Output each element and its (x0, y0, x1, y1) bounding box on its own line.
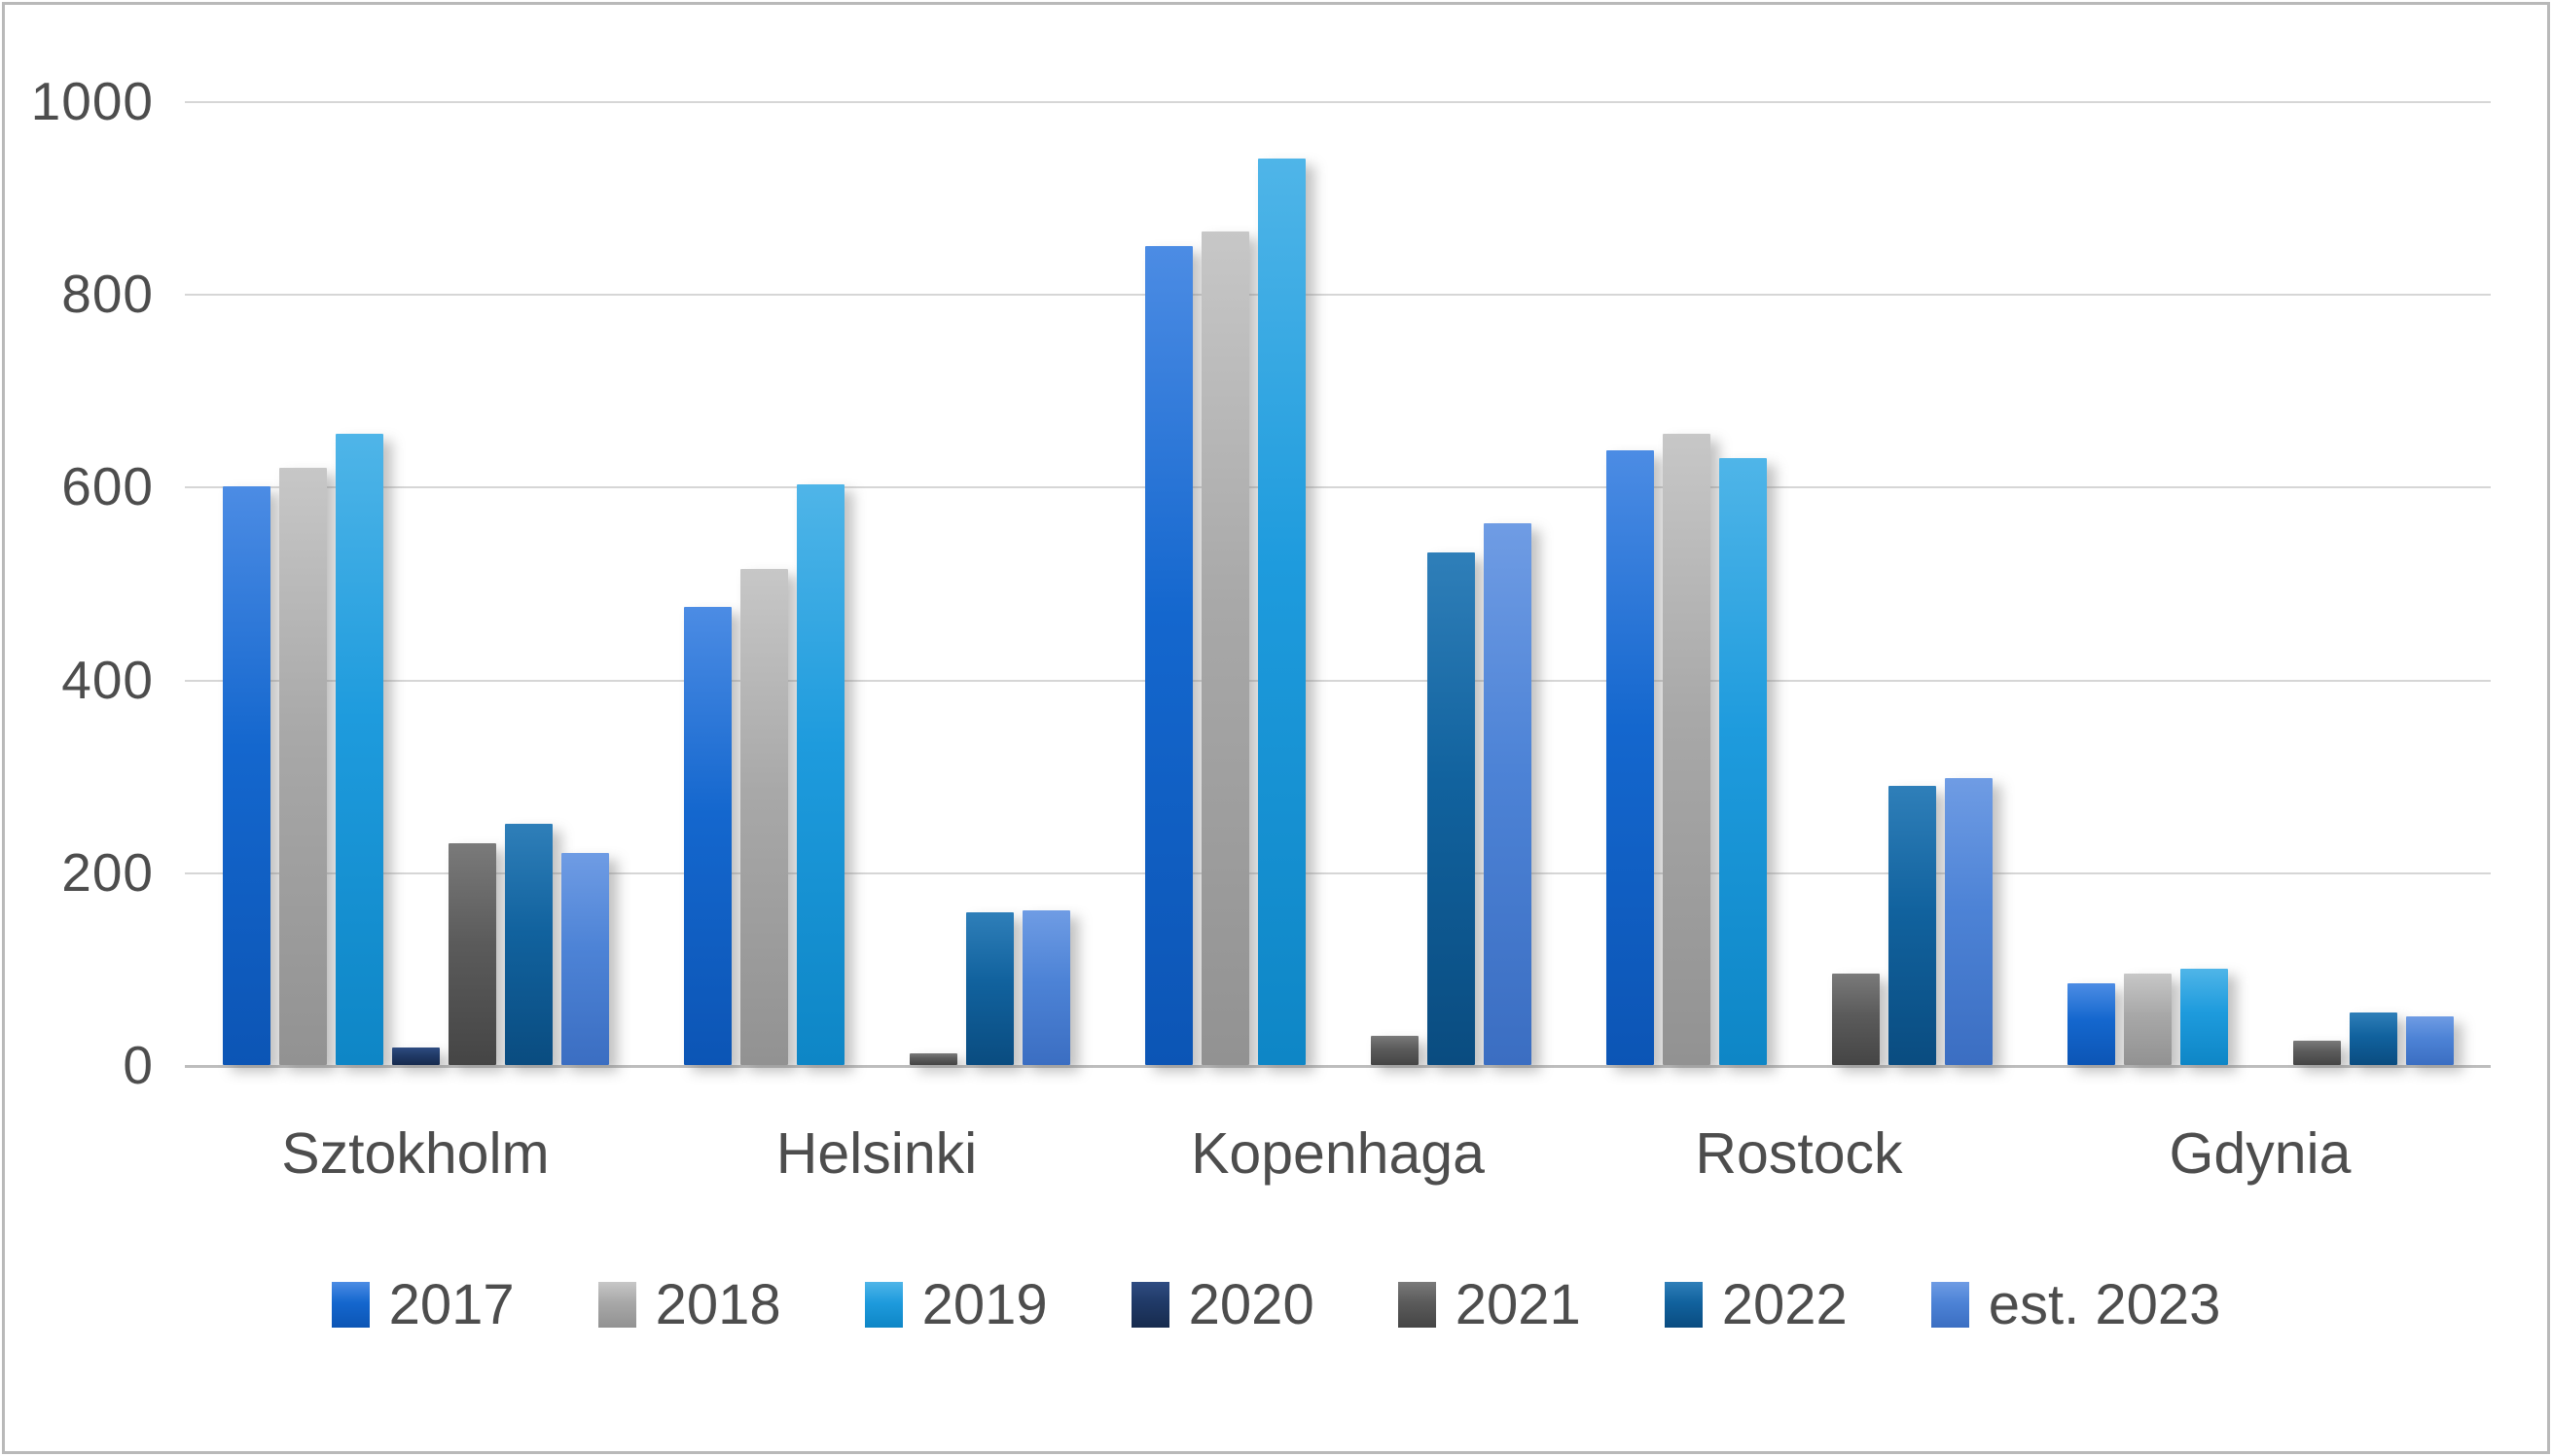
legend-label-2017: 2017 (388, 1273, 515, 1336)
y-axis: 0 200 400 600 800 1000 (0, 71, 163, 1095)
y-tick-label-1000: 1000 (30, 71, 154, 131)
bar-sztokholm-2021 (448, 843, 496, 1065)
legend-item-2020: 2020 (1131, 1272, 1314, 1337)
legend-label-2021: 2021 (1455, 1273, 1581, 1336)
bar-rostock-est-2023 (1944, 777, 1993, 1065)
bar-rostock-2019 (1718, 457, 1767, 1065)
bar-kopenhaga-2022 (1426, 551, 1475, 1065)
bar-sztokholm-2019 (335, 433, 383, 1065)
x-label-rostock: Rostock (1695, 1121, 1903, 1186)
gridline-400 (185, 679, 2491, 682)
bar-helsinki-2017 (683, 607, 732, 1065)
y-tick-label-0: 0 (123, 1035, 154, 1095)
legend-item-2021: 2021 (1397, 1272, 1581, 1337)
legend: 2017 2018 2019 2020 2021 2022 est. 2023 (0, 1272, 2552, 1337)
legend-item-2019: 2019 (864, 1272, 1048, 1337)
bar-group-rostock (1568, 101, 2030, 1065)
legend-label-2020: 2020 (1188, 1273, 1314, 1336)
y-tick-label-200: 200 (61, 841, 154, 903)
legend-swatch-2021 (1397, 1282, 1436, 1328)
bar-gdynia-2021 (2292, 1041, 2341, 1065)
bar-kopenhaga-est-2023 (1483, 523, 1531, 1065)
legend-swatch-2022 (1664, 1282, 1703, 1328)
legend-item-2018: 2018 (597, 1272, 781, 1337)
bar-sztokholm-2018 (278, 467, 327, 1065)
bar-group-helsinki (646, 101, 1107, 1065)
x-axis-labels: Sztokholm Helsinki Kopenhaga Rostock Gdynia (185, 1120, 2491, 1187)
gridline-600 (185, 486, 2491, 489)
bar-gdynia-est-2023 (2405, 1016, 2454, 1065)
bar-kopenhaga-2021 (1370, 1036, 1419, 1065)
bar-sztokholm-2020 (391, 1048, 440, 1065)
bar-rostock-2022 (1887, 785, 1936, 1065)
gridline-0 (185, 1065, 2491, 1068)
legend-label-2022: 2022 (1721, 1273, 1848, 1336)
bar-helsinki-2022 (965, 912, 1014, 1065)
x-label-helsinki: Helsinki (775, 1121, 978, 1186)
bar-helsinki-2018 (739, 568, 788, 1065)
bar-helsinki-2019 (796, 484, 845, 1065)
bar-gdynia-2017 (2067, 982, 2115, 1065)
y-tick-label-800: 800 (61, 264, 154, 325)
legend-swatch-2017 (331, 1282, 370, 1328)
bar-sztokholm-2022 (504, 824, 553, 1065)
y-tick-label-600: 600 (61, 456, 154, 517)
y-tick-label-400: 400 (61, 649, 154, 710)
bar-gdynia-2019 (2179, 968, 2228, 1065)
bar-kopenhaga-2018 (1201, 231, 1249, 1065)
gridline-1000 (185, 101, 2491, 103)
x-label-gdynia: Gdynia (2169, 1121, 2352, 1186)
bar-rostock-2017 (1605, 449, 1654, 1065)
bar-rostock-2021 (1831, 973, 1880, 1065)
legend-item-2022: 2022 (1664, 1272, 1848, 1337)
bar-groups (185, 101, 2491, 1065)
bar-kopenhaga-2017 (1144, 245, 1193, 1065)
plot-area (185, 101, 2491, 1068)
bar-group-kopenhaga (1107, 101, 1568, 1065)
bar-gdynia-2022 (2349, 1012, 2397, 1065)
legend-swatch-2020 (1131, 1282, 1169, 1328)
gridline-800 (185, 294, 2491, 297)
bar-rostock-2018 (1662, 433, 1710, 1065)
bar-group-gdynia (2030, 101, 2491, 1065)
legend-item-2017: 2017 (331, 1272, 515, 1337)
bar-kopenhaga-2019 (1257, 159, 1306, 1065)
bar-sztokholm-est-2023 (560, 852, 609, 1065)
bar-gdynia-2018 (2123, 973, 2172, 1065)
legend-item-est-2023: est. 2023 (1930, 1272, 2221, 1337)
gridline-200 (185, 871, 2491, 874)
legend-swatch-2018 (597, 1282, 636, 1328)
x-label-sztokholm: Sztokholm (281, 1121, 550, 1186)
legend-label-2018: 2018 (655, 1273, 781, 1336)
bar-group-sztokholm (185, 101, 646, 1065)
bar-helsinki-est-2023 (1022, 910, 1070, 1065)
bar-sztokholm-2017 (222, 486, 270, 1065)
legend-label-est-2023: est. 2023 (1988, 1273, 2221, 1336)
bar-helsinki-2021 (909, 1053, 957, 1065)
legend-swatch-est-2023 (1930, 1282, 1969, 1328)
x-label-kopenhaga: Kopenhaga (1191, 1121, 1485, 1186)
legend-swatch-2019 (864, 1282, 903, 1328)
legend-label-2019: 2019 (921, 1273, 1048, 1336)
